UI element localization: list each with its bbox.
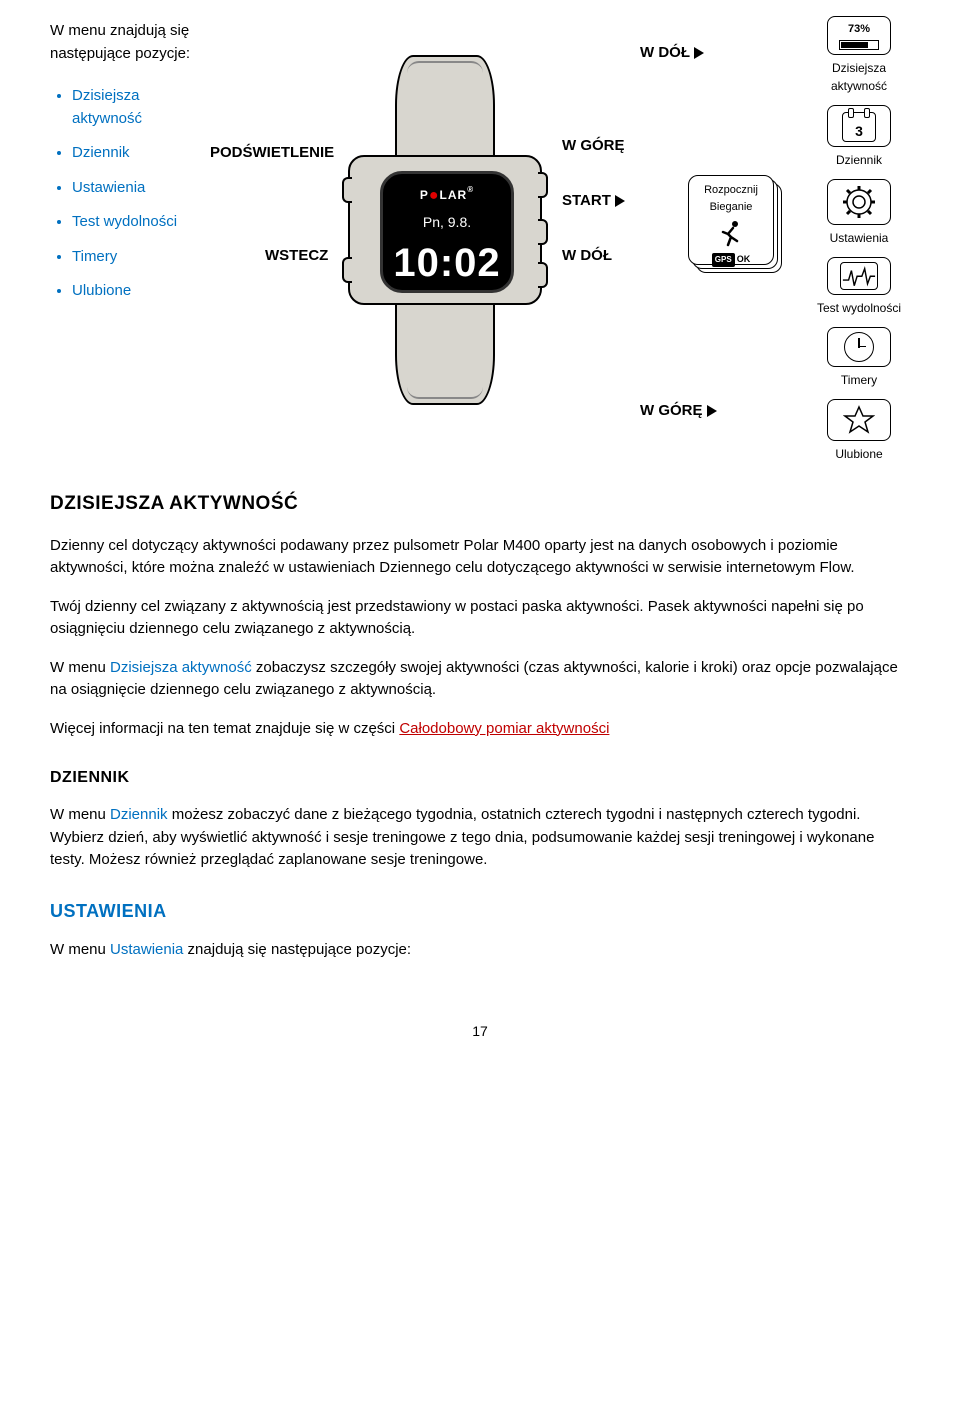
runner-icon xyxy=(717,219,745,249)
stack-fitness: Test wydolności xyxy=(808,257,910,317)
brand-logo: P●LAR® xyxy=(383,184,511,208)
inline-link-24h-tracking[interactable]: Całodobowy pomiar aktywności xyxy=(399,720,609,737)
body-paragraph: W menu Dzisiejsza aktywność zobaczysz sz… xyxy=(50,657,910,702)
button-up xyxy=(538,172,548,198)
stack-favorites: Ulubione xyxy=(808,399,910,463)
menu-item: Dzisiejsza aktywność xyxy=(72,85,200,130)
page-number: 17 xyxy=(50,1021,910,1042)
label-back: WSTECZ xyxy=(265,245,328,268)
menu-list: Dzisiejsza aktywność Dziennik Ustawienia… xyxy=(50,85,200,303)
button-backlight xyxy=(342,177,352,203)
clock-icon xyxy=(827,327,891,367)
top-row: W menu znajdują się następujące pozycje:… xyxy=(50,20,910,450)
ecg-icon xyxy=(827,257,891,295)
body-paragraph: Więcej informacji na ten temat znajduje … xyxy=(50,718,910,741)
watch-outline: P●LAR® Pn, 9.8. 10:02 xyxy=(340,55,550,405)
menu-item: Dziennik xyxy=(72,142,200,165)
inline-link-activity[interactable]: Dzisiejsza aktywność xyxy=(110,659,252,676)
button-start xyxy=(538,219,548,245)
battery-bar-icon xyxy=(839,40,879,50)
gear-icon xyxy=(827,179,891,225)
label-up-bottom: W GÓRĘ xyxy=(640,400,717,423)
body-paragraph: W menu Ustawienia znajdują się następują… xyxy=(50,939,910,962)
menu-item: Ulubione xyxy=(72,280,200,303)
stack-activity: 73% Dzisiejsza aktywność xyxy=(808,16,910,95)
calendar-icon: 3 xyxy=(827,105,891,147)
screen-time: 10:02 xyxy=(383,233,511,293)
label-down-top: W DÓŁ xyxy=(640,42,704,65)
arrow-right-icon xyxy=(694,42,704,65)
activity-icon: 73% xyxy=(827,16,891,55)
body-paragraph: Twój dzienny cel związany z aktywnością … xyxy=(50,596,910,641)
battery-percent: 73% xyxy=(830,21,888,38)
right-menu-stack: 73% Dzisiejsza aktywność 3 Dziennik xyxy=(808,16,910,473)
start-card: Rozpocznij Bieganie GPSOK xyxy=(688,175,774,265)
watch-screen: P●LAR® Pn, 9.8. 10:02 xyxy=(380,171,514,293)
label-backlight: PODŚWIETLENIE xyxy=(210,142,334,165)
screen-date: Pn, 9.8. xyxy=(383,212,511,233)
inline-link-settings[interactable]: Ustawienia xyxy=(110,941,183,958)
arrow-right-icon xyxy=(707,400,717,423)
menu-item: Timery xyxy=(72,246,200,269)
inline-link-diary[interactable]: Dziennik xyxy=(110,806,168,823)
menu-item: Test wydolności xyxy=(72,211,200,234)
start-card-line2: Bieganie xyxy=(689,199,773,216)
body-paragraph: W menu Dziennik możesz zobaczyć dane z b… xyxy=(50,804,910,872)
stack-timers: Timery xyxy=(808,327,910,389)
gps-ok: GPSOK xyxy=(689,251,773,268)
menu-intro-text: W menu znajdują się następujące pozycje: xyxy=(50,20,200,65)
menu-item: Ustawienia xyxy=(72,177,200,200)
stack-settings: Ustawienia xyxy=(808,179,910,247)
star-icon xyxy=(827,399,891,441)
watch-diagram: PODŚWIETLENIE WSTECZ P●LAR® Pn, 9.8. 10:… xyxy=(210,20,910,450)
start-card-line1: Rozpocznij xyxy=(689,182,773,199)
section-heading-activity: DZISIEJSZA AKTYWNOŚĆ xyxy=(50,490,910,519)
watch-diagram-column: PODŚWIETLENIE WSTECZ P●LAR® Pn, 9.8. 10:… xyxy=(210,20,910,450)
label-up: W GÓRĘ xyxy=(562,135,625,158)
button-down xyxy=(538,262,548,288)
label-start: START xyxy=(562,190,625,213)
stack-diary: 3 Dziennik xyxy=(808,105,910,169)
menu-intro-column: W menu znajdują się następujące pozycje:… xyxy=(50,20,200,450)
arrow-right-icon xyxy=(615,190,625,213)
watch-case: P●LAR® Pn, 9.8. 10:02 xyxy=(348,155,542,305)
label-down: W DÓŁ xyxy=(562,245,612,268)
body-paragraph: Dzienny cel dotyczący aktywności podawan… xyxy=(50,535,910,580)
button-back xyxy=(342,257,352,283)
section-heading-diary: DZIENNIK xyxy=(50,766,910,790)
section-heading-settings: USTAWIENIA xyxy=(50,898,910,925)
